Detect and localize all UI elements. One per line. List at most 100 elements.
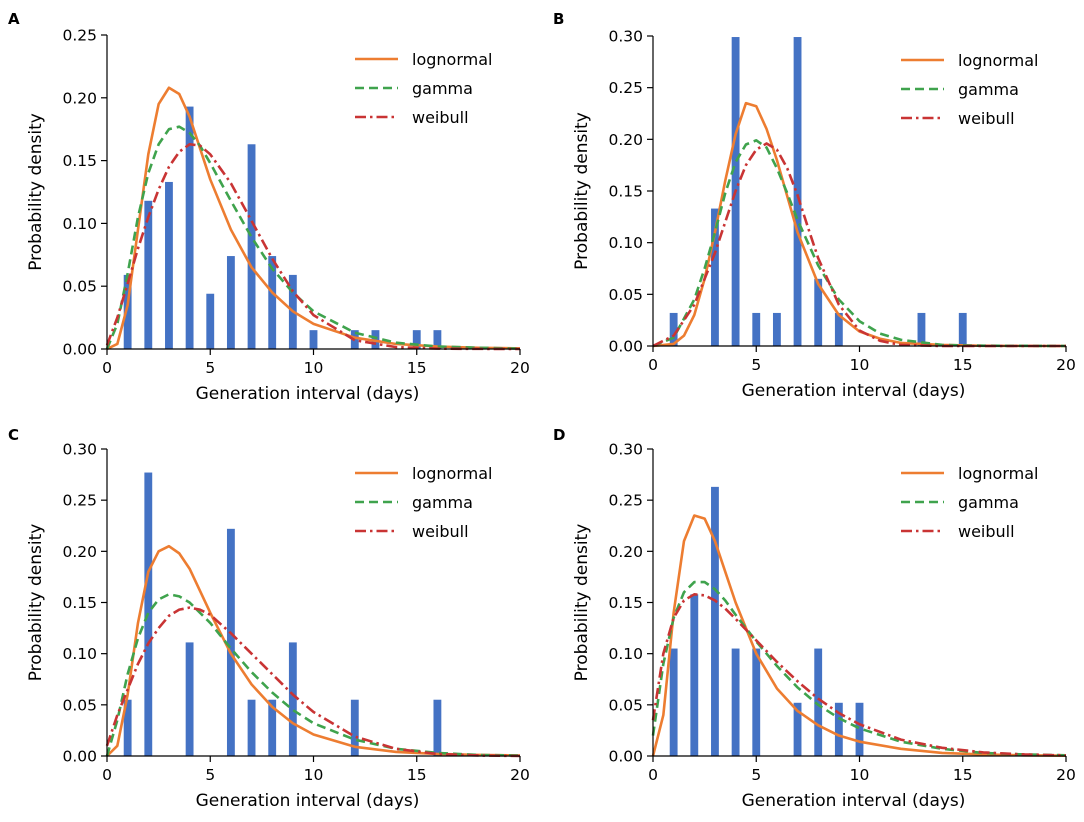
histogram-bar (412, 330, 421, 349)
legend: lognormal gamma weibull (355, 464, 492, 541)
histogram-bar (226, 256, 235, 349)
y-tick-label: 0.30 (608, 441, 643, 459)
y-tick-label: 0.10 (608, 645, 643, 663)
histogram-bar (669, 648, 678, 756)
histogram-bar (206, 293, 215, 349)
x-axis-label: Generation interval (days) (196, 791, 420, 811)
legend-label-weibull: weibull (412, 108, 469, 127)
x-tick-label: 10 (850, 356, 870, 374)
x-tick-label: 0 (102, 766, 112, 784)
histogram-bar (752, 648, 761, 756)
gamma-curve (652, 139, 1067, 348)
y-tick-label: 0.00 (608, 748, 643, 766)
y-axis-label: Probability density (572, 524, 592, 682)
x-tick-label: 15 (407, 766, 427, 784)
histogram-bar (834, 312, 843, 346)
histogram-bar (247, 699, 256, 756)
histogram-bar (226, 528, 235, 756)
x-tick-label: 10 (304, 766, 324, 784)
histogram-bar (144, 200, 153, 349)
histogram-bar (288, 642, 297, 756)
lognormal-curve (106, 544, 521, 757)
histogram-bar (268, 699, 277, 756)
x-tick-label: 5 (205, 359, 215, 377)
panel-label: A (8, 10, 20, 28)
y-tick-label: 0.10 (62, 215, 97, 233)
legend: lognormal gamma weibull (901, 51, 1038, 128)
x-tick-label: 20 (510, 766, 530, 784)
panel-label: D (553, 426, 565, 444)
y-tick-label: 0.15 (608, 183, 643, 201)
y-tick-label: 0.05 (62, 278, 97, 296)
legend-label-gamma: gamma (412, 493, 473, 512)
y-tick-label: 0.00 (608, 338, 643, 356)
histogram-bar (165, 181, 173, 349)
histogram-bar (669, 312, 678, 346)
y-tick-label: 0.05 (608, 696, 643, 714)
weibull-curve (651, 593, 1067, 757)
histogram-bar (814, 278, 823, 346)
y-tick-label: 0.10 (62, 645, 97, 663)
legend-label-weibull: weibull (958, 522, 1015, 541)
x-tick-label: 5 (751, 356, 761, 374)
y-axis-label: Probability density (26, 524, 46, 682)
x-axis-label: Generation interval (days) (196, 384, 420, 404)
histogram-bar (711, 486, 719, 756)
histogram-bar (834, 702, 843, 756)
y-tick-label: 0.10 (608, 234, 643, 252)
y-tick-label: 0.00 (62, 341, 97, 359)
y-tick-label: 0.20 (62, 89, 97, 107)
y-tick-label: 0.25 (608, 79, 643, 97)
legend-label-lognormal: lognormal (412, 464, 492, 483)
legend-label-gamma: gamma (958, 80, 1019, 99)
legend-label-weibull: weibull (412, 522, 469, 541)
histogram-bar (247, 144, 256, 349)
x-tick-label: 15 (407, 359, 427, 377)
y-tick-label: 0.20 (608, 131, 643, 149)
y-tick-label: 0.25 (608, 492, 643, 510)
x-tick-label: 5 (205, 766, 215, 784)
histogram-bar (855, 702, 864, 756)
gamma-curve (651, 580, 1067, 757)
histogram-bar (433, 699, 442, 756)
x-tick-label: 5 (751, 766, 761, 784)
histogram-bar (690, 594, 699, 756)
weibull-curve (105, 606, 521, 758)
x-axis-label: Generation interval (days) (742, 791, 966, 811)
x-tick-label: 15 (953, 766, 973, 784)
histogram-bar (793, 37, 802, 347)
histogram-bar (123, 699, 132, 756)
panel-d: D 0 5 10 15 20 0.00 0.05 0.10 0.15 0.20 0.25 0.30 Gen… (553, 426, 1076, 811)
panel-c: C 0 5 10 15 20 0.00 0.05 0.10 0.15 0.20 0.25 0.30 Gen… (8, 426, 530, 811)
weibull-curve (105, 142, 521, 351)
y-tick-label: 0.15 (608, 594, 643, 612)
histogram-bar (309, 330, 318, 349)
histogram-bar (793, 702, 802, 756)
histogram-bar (433, 330, 442, 349)
histogram-bar (814, 648, 823, 756)
panel-b: B 0 5 10 15 20 0.00 0.05 0.10 0.15 0.20 0.25 0.30 Gen… (553, 10, 1076, 401)
legend-label-gamma: gamma (958, 493, 1019, 512)
panel-label: C (8, 426, 19, 444)
histogram-bar (752, 312, 761, 346)
lognormal-curve (652, 101, 1067, 348)
y-tick-label: 0.15 (62, 152, 97, 170)
y-tick-label: 0.25 (62, 27, 97, 45)
histogram-bar (123, 274, 132, 349)
x-tick-label: 10 (850, 766, 870, 784)
legend-label-gamma: gamma (412, 79, 473, 98)
x-tick-label: 15 (953, 356, 973, 374)
y-tick-label: 0.30 (608, 28, 643, 46)
y-tick-label: 0.15 (62, 594, 97, 612)
histogram-bar (731, 648, 740, 756)
legend-label-lognormal: lognormal (958, 464, 1038, 483)
y-axis-label: Probability density (572, 112, 592, 270)
histogram-bar (958, 312, 967, 346)
legend-label-lognormal: lognormal (958, 51, 1038, 70)
gamma-curve (105, 593, 521, 757)
y-tick-label: 0.20 (62, 543, 97, 561)
lognormal-curve (651, 514, 1067, 757)
weibull-curve (652, 142, 1066, 348)
legend-label-weibull: weibull (958, 109, 1015, 128)
histogram-bar (711, 208, 719, 346)
